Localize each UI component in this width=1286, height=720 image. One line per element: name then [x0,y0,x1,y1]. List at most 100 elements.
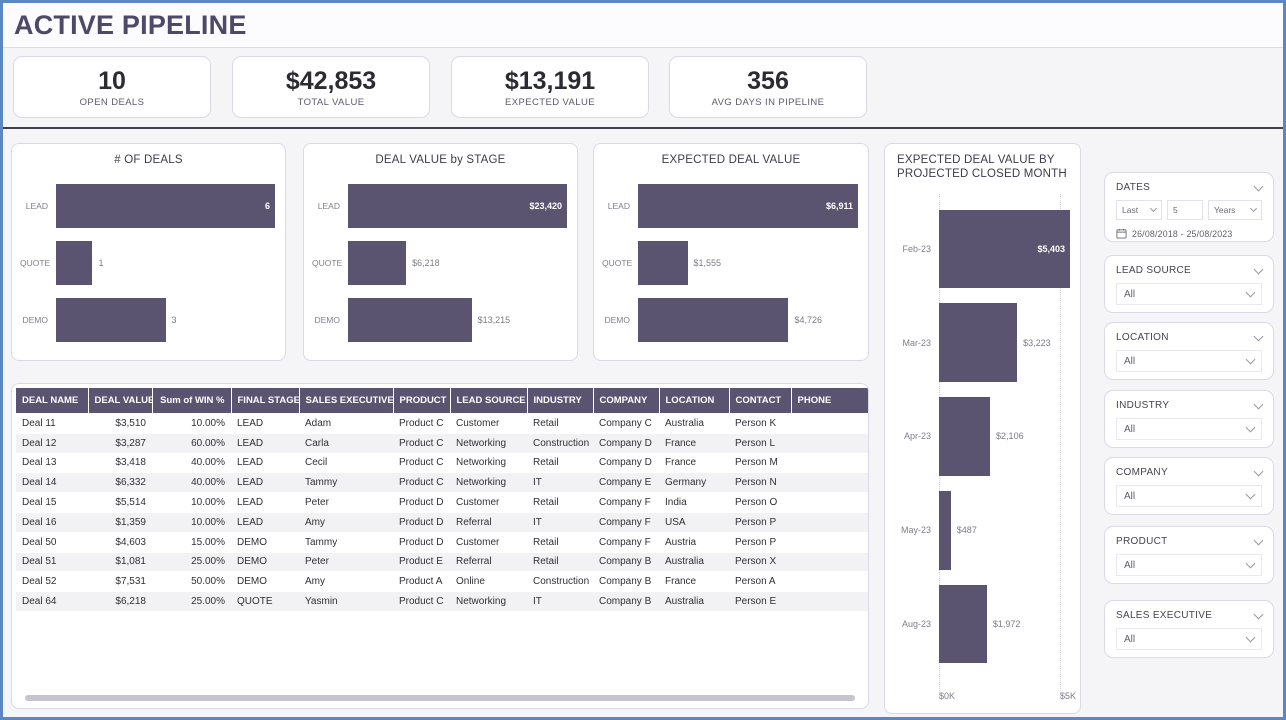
chevron-down-icon[interactable] [1253,399,1264,409]
filter-selected-value: All [1124,355,1136,367]
dates-mode-select[interactable]: Last [1116,200,1162,220]
value-label: $3,223 [1023,337,1051,348]
table-cell [791,552,868,572]
column-header[interactable]: INDUSTRY [526,388,593,414]
table-row[interactable]: Deal 15 $5,514 10.00% LEAD Peter Product D Cus… [16,492,868,513]
lead-source-select[interactable]: All [1116,283,1262,305]
category-label: LEAD [25,201,48,212]
location-select[interactable]: All [1116,350,1262,372]
chart-num-of-deals: # OF DEALS LEAD 6 QUOTE 1 DEMO 3 [11,143,286,361]
filter-card-lead-source: LEAD SOURCE All [1104,255,1274,313]
dates-number-input[interactable] [1167,200,1203,220]
column-header[interactable]: SALES EXECUTIVE [298,388,393,414]
filter-label: PRODUCT [1116,536,1168,547]
chevron-down-icon[interactable] [1253,609,1264,619]
column-header[interactable]: FINAL STAGE [230,388,299,414]
bar-may-23[interactable] [939,490,951,570]
chart-expected-deal-value: EXPECTED DEAL VALUE LEAD $6,911 QUOTE $1,55… [593,143,869,361]
table-cell: Tammy [305,477,338,489]
page-title: ACTIVE PIPELINE [14,10,247,40]
table-cell: Product C [399,596,444,608]
column-header[interactable]: PHONE [790,388,868,414]
column-header[interactable]: Sum of WIN % [151,388,231,414]
chevron-down-icon[interactable] [1253,466,1264,476]
table-cell: Product A [399,576,443,588]
bar-lead[interactable]: $6,911 [638,184,858,229]
table-cell: QUOTE [237,596,273,608]
company-select[interactable]: All [1116,485,1262,507]
table-cell [791,433,868,453]
table-cell: Person X [735,556,777,568]
bar-demo[interactable] [56,297,166,342]
table-horizontal-scrollbar[interactable] [25,695,855,701]
column-header[interactable]: LOCATION [658,388,729,414]
kpi-label: AVG DAYS IN PIPELINE [711,96,825,108]
table-cell: Product C [399,457,444,469]
calendar-icon [1116,228,1127,239]
industry-select[interactable]: All [1116,418,1262,440]
bar-quote[interactable] [56,240,93,285]
table-cell [791,572,868,592]
bar-mar-23[interactable] [939,303,1018,383]
table-row[interactable]: Deal 12 $3,287 60.00% LEAD Carla Product C Net… [16,433,868,454]
table-row[interactable]: Deal 13 $3,418 40.00% LEAD Cecil Product C Net… [16,453,868,473]
bar-feb-23[interactable]: $5,403 [939,209,1070,289]
bar-demo[interactable] [638,297,789,342]
table-row[interactable]: Deal 16 $1,359 10.00% LEAD Amy Product D Refer… [16,512,868,533]
table-cell: 40.00% [191,457,225,469]
bar-apr-23[interactable] [939,397,991,476]
column-header[interactable]: COMPANY [592,388,659,414]
bar-area: $5,403 $3,223 $2,106 $487 $1,972 [939,194,1070,697]
table-row[interactable]: Deal 11 $3,510 10.00% LEAD Adam Product C Cust… [16,413,868,434]
value-label: $487 [956,525,977,536]
kpi-value: 356 [747,66,789,95]
table-cell: Networking [456,437,507,449]
value-label: 1 [98,257,104,268]
table-cell: Person L [735,437,776,449]
table-cell: Germany [665,477,707,489]
table-cell: Australia [665,556,704,568]
dates-unit-select[interactable]: Years [1208,200,1262,220]
column-header[interactable]: PRODUCT [392,388,450,414]
chart-plot: LEAD $23,420 QUOTE $6,218 DEMO $13,215 [312,178,567,348]
table-cell: Company F [599,516,651,528]
table-row[interactable]: Deal 51 $1,081 25.00% DEMO Peter Product E Ref… [16,552,868,572]
column-header[interactable]: CONTACT [728,388,791,414]
chevron-down-icon[interactable] [1253,535,1264,545]
table-cell: Person E [735,596,777,608]
deals-table-card: DEAL NAME DEAL VALUE Sum of WIN % FINAL STA… [11,383,869,709]
table-cell: Tammy [305,536,338,548]
category-label: Mar-23 [902,337,931,348]
table-cell: DEMO [237,576,267,588]
chevron-down-icon[interactable] [1253,331,1264,341]
sales-executive-select[interactable]: All [1116,628,1262,650]
bar-lead[interactable]: $23,420 [348,184,567,229]
table-cell: Networking [456,477,507,489]
table-cell: Retail [533,556,559,568]
table-row[interactable]: Deal 64 $6,218 25.00% QUOTE Yasmin Product C N… [16,591,868,612]
product-select[interactable]: All [1116,554,1262,576]
filter-label: LEAD SOURCE [1116,265,1191,276]
bar-track: $23,420 [348,184,567,229]
bar-quote[interactable] [638,240,688,285]
column-header[interactable]: DEAL NAME [16,388,88,414]
table-cell: India [665,497,687,509]
bar-lead[interactable]: 6 [56,184,275,229]
table-row[interactable]: Deal 50 $4,603 15.00% DEMO Tammy Product D Cus… [16,532,868,552]
bar-demo[interactable] [348,297,472,342]
bar-row: $487 [939,483,1070,577]
column-header[interactable]: LEAD SOURCE [449,388,527,414]
chevron-down-icon[interactable] [1253,264,1264,274]
filter-card-sales-executive: SALES EXECUTIVE All [1104,600,1274,658]
chevron-down-icon[interactable] [1253,181,1264,191]
table-cell: Person O [735,497,778,509]
bar-row: DEMO 3 [20,297,275,342]
bar-aug-23[interactable] [939,584,987,664]
table-cell: Yasmin [305,596,338,608]
table-row[interactable]: Deal 52 $7,531 50.00% DEMO Amy Product A Onlin… [16,571,868,592]
table-cell: $5,514 [115,497,146,509]
chevron-down-icon [1245,632,1256,643]
column-header[interactable]: DEAL VALUE [87,388,152,414]
table-row[interactable]: Deal 14 $6,332 40.00% LEAD Tammy Product C Net… [16,472,868,493]
bar-quote[interactable] [348,240,407,285]
